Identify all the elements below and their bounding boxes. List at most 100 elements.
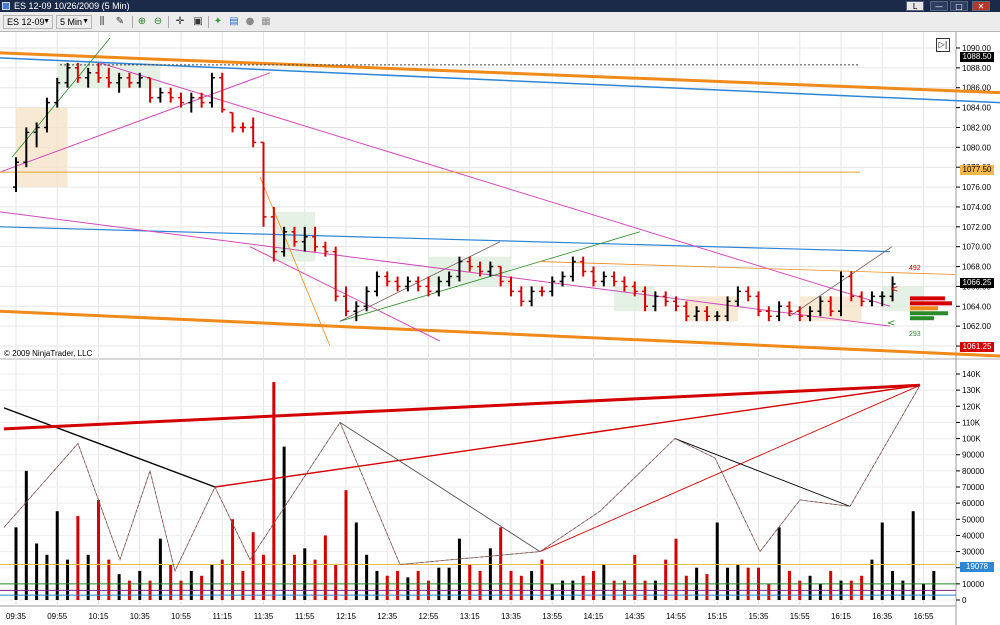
price-tick-label: 1074.00: [962, 203, 991, 212]
volume-bar: [736, 564, 740, 600]
properties-icon[interactable]: ▦: [261, 16, 271, 27]
red-dashed-zigzag: [3, 385, 921, 573]
pattern-zone: [686, 296, 738, 322]
volume-bar: [478, 570, 482, 600]
bar-type-icon[interactable]: ⫼: [99, 16, 105, 27]
red-thin-trend-line: [539, 384, 921, 552]
time-tick-label: 12:55: [418, 612, 439, 621]
instrument-selector[interactable]: ES 12-09 ▼: [3, 15, 53, 29]
instrument-label: ES 12-09: [7, 17, 45, 27]
volume-tick-label: 100K: [962, 435, 981, 444]
volume-bar: [581, 575, 585, 600]
pattern-zone: [16, 107, 68, 188]
volume-bar: [303, 548, 307, 600]
orange-lower-channel-line: [0, 309, 1000, 358]
volume-bar: [189, 570, 193, 600]
time-tick-label: 13:35: [501, 612, 522, 621]
time-tick-label: 14:15: [583, 612, 604, 621]
close-button[interactable]: ✕: [972, 1, 990, 11]
zoom-out-icon[interactable]: ⊖: [153, 16, 163, 27]
volume-bar: [818, 583, 822, 600]
green-trend-line-1: [11, 37, 111, 158]
volume-tick-label: 90000: [962, 451, 985, 460]
link-button[interactable]: L: [906, 1, 924, 11]
chart-area[interactable]: 09:35 09:55 10:15 10:35 10:55 11:15 11:35 11:55…: [0, 32, 1000, 625]
volume-bar: [829, 570, 833, 600]
time-tick-label: 13:55: [542, 612, 563, 621]
volume-bar: [715, 522, 719, 600]
volume-bar: [406, 577, 410, 600]
volume-tick-label: 40000: [962, 531, 985, 540]
collapse-panel-icon[interactable]: ▷|: [936, 38, 950, 52]
volume-bar: [375, 570, 379, 600]
volume-tick-label: 30000: [962, 548, 985, 557]
time-tick-label: 11:15: [213, 612, 233, 621]
time-tick-label: 15:35: [748, 612, 769, 621]
interval-selector[interactable]: 5 Min ▼: [56, 15, 92, 29]
red-trend-line: [214, 384, 921, 488]
time-tick-label: 14:35: [625, 612, 646, 621]
price-tick-label: 1076.00: [962, 183, 991, 192]
volume-bar: [35, 543, 39, 600]
volume-bar: [138, 570, 142, 600]
volume-bar: [385, 575, 389, 600]
time-tick-label: 10:35: [130, 612, 151, 621]
volume-bar: [860, 575, 864, 600]
volume-bar: [169, 564, 173, 600]
volume-profile-bar: [910, 301, 952, 306]
strategy-icon[interactable]: ✦: [213, 16, 223, 27]
volume-bar: [602, 564, 606, 600]
volume-bar: [14, 527, 18, 600]
time-tick-label: 16:35: [872, 612, 893, 621]
crosshair-icon[interactable]: ✛: [175, 16, 185, 27]
volume-bar: [705, 574, 709, 600]
volume-bar: [488, 548, 492, 600]
volume-tick-label: 50000: [962, 515, 985, 524]
volume-bar: [922, 583, 925, 600]
time-tick-label: 15:55: [790, 612, 811, 621]
indicators-icon[interactable]: ▤: [229, 16, 239, 27]
chart-canvas[interactable]: 09:35 09:55 10:15 10:35 10:55 11:15 11:35 11:55…: [0, 32, 1000, 625]
interval-label: 5 Min: [60, 17, 83, 27]
chevron-down-icon: ▼: [82, 18, 89, 25]
drawing-tool-icon[interactable]: ✎: [115, 16, 125, 27]
window-titlebar: ES 12-09 10/26/2009 (5 Min) L — □ ✕: [0, 0, 1000, 12]
price-tick-label: 1086.00: [962, 84, 991, 93]
time-tick-label: 16:15: [831, 612, 852, 621]
volume-bar: [66, 559, 70, 600]
price-tick-label: 1088.00: [962, 64, 991, 73]
volume-bar: [117, 574, 121, 600]
volume-bar: [932, 570, 936, 600]
volume-tick-label: 130K: [962, 386, 981, 395]
toolbar-separator: [132, 16, 133, 28]
time-tick-label: 13:15: [460, 612, 481, 621]
chart-toolbar: ES 12-09 ▼ 5 Min ▼ ⫼ ✎ ⊕ ⊖ ✛ ▣ ✦ ▤ ● ▦: [0, 12, 1000, 32]
minimize-button[interactable]: —: [930, 1, 948, 11]
maximize-button[interactable]: □: [950, 1, 968, 11]
time-tick-label: 14:55: [666, 612, 687, 621]
price-tick-label: 1084.00: [962, 104, 991, 113]
time-tick-label: 16:55: [913, 612, 934, 621]
volume-bar: [509, 570, 513, 600]
green-trend-line-2: [339, 231, 641, 322]
volume-bar: [344, 490, 348, 600]
volume-bar: [210, 564, 214, 600]
volume-bar: [633, 554, 637, 600]
chevron-down-icon: ▼: [43, 18, 50, 25]
volume-bar: [241, 570, 245, 600]
volume-bar: [468, 564, 472, 600]
chart-properties-icon[interactable]: ▣: [193, 16, 203, 27]
volume-bar: [86, 554, 90, 600]
volume-bar: [76, 516, 80, 600]
blue-upper-channel-line: [0, 57, 1000, 104]
volume-bar: [664, 559, 668, 600]
volume-bar: [540, 559, 544, 600]
volume-bar: [787, 570, 791, 600]
zoom-in-icon[interactable]: ⊕: [137, 16, 147, 27]
volume-bar: [880, 522, 884, 600]
volume-bar: [550, 583, 554, 600]
lower-count-label: 293: [909, 331, 921, 338]
time-tick-label: 11:55: [295, 612, 315, 621]
top-price-badge: 1088.50: [960, 52, 994, 62]
snapshot-icon[interactable]: ●: [245, 16, 255, 27]
